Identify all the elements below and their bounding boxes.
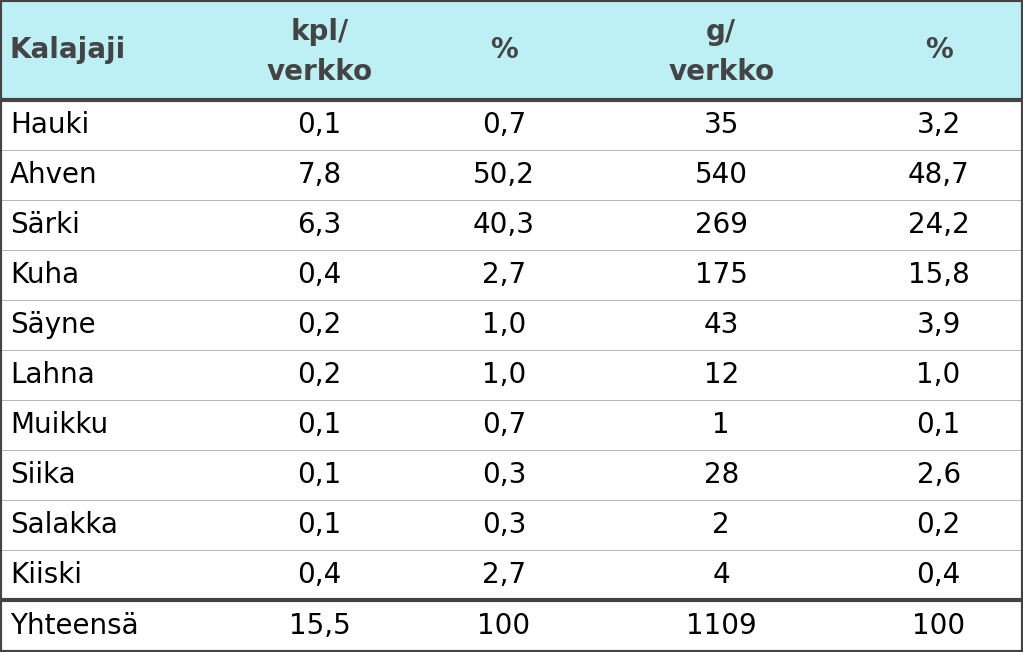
Text: 0,1: 0,1 xyxy=(917,411,961,439)
Text: 0,4: 0,4 xyxy=(298,561,342,589)
Text: 2,7: 2,7 xyxy=(482,561,526,589)
Text: Siika: Siika xyxy=(10,461,76,489)
Text: 3,9: 3,9 xyxy=(917,311,961,339)
Text: 0,2: 0,2 xyxy=(298,361,342,389)
Text: 1,0: 1,0 xyxy=(482,361,526,389)
Text: verkko: verkko xyxy=(267,58,372,86)
Text: 175: 175 xyxy=(695,261,748,289)
Text: 0,3: 0,3 xyxy=(482,461,526,489)
Bar xyxy=(0,0,1023,100)
Text: 24,2: 24,2 xyxy=(907,211,970,239)
Text: 269: 269 xyxy=(695,211,748,239)
Text: Kuha: Kuha xyxy=(10,261,79,289)
Bar xyxy=(0,500,1023,550)
Text: 2: 2 xyxy=(712,511,730,539)
Bar xyxy=(0,550,1023,600)
Bar xyxy=(0,450,1023,500)
Text: %: % xyxy=(490,36,518,64)
Text: Ahven: Ahven xyxy=(10,161,97,189)
Text: 28: 28 xyxy=(704,461,739,489)
Text: Salakka: Salakka xyxy=(10,511,118,539)
Text: 0,2: 0,2 xyxy=(298,311,342,339)
Text: kpl/: kpl/ xyxy=(291,18,349,46)
Text: 7,8: 7,8 xyxy=(298,161,342,189)
Text: Kalajaji: Kalajaji xyxy=(10,36,126,64)
Bar xyxy=(0,350,1023,400)
Bar xyxy=(0,200,1023,250)
Text: 40,3: 40,3 xyxy=(473,211,535,239)
Text: 43: 43 xyxy=(704,311,739,339)
Text: Hauki: Hauki xyxy=(10,111,89,139)
Text: 4: 4 xyxy=(712,561,730,589)
Bar xyxy=(0,300,1023,350)
Text: 15,8: 15,8 xyxy=(907,261,970,289)
Text: 3,2: 3,2 xyxy=(917,111,961,139)
Bar xyxy=(0,250,1023,300)
Text: 1109: 1109 xyxy=(685,612,757,640)
Text: 0,4: 0,4 xyxy=(917,561,961,589)
Bar xyxy=(0,400,1023,450)
Text: 0,1: 0,1 xyxy=(298,511,342,539)
Text: 6,3: 6,3 xyxy=(298,211,342,239)
Text: 0,3: 0,3 xyxy=(482,511,526,539)
Text: 100: 100 xyxy=(913,612,965,640)
Text: 2,6: 2,6 xyxy=(917,461,961,489)
Text: verkko: verkko xyxy=(668,58,774,86)
Text: 0,1: 0,1 xyxy=(298,411,342,439)
Text: 15,5: 15,5 xyxy=(288,612,351,640)
Text: 540: 540 xyxy=(695,161,748,189)
Text: %: % xyxy=(925,36,952,64)
Text: 2,7: 2,7 xyxy=(482,261,526,289)
Bar xyxy=(0,100,1023,150)
Text: 50,2: 50,2 xyxy=(473,161,535,189)
Text: Kiiski: Kiiski xyxy=(10,561,82,589)
Text: 1: 1 xyxy=(712,411,730,439)
Text: 0,7: 0,7 xyxy=(482,411,526,439)
Text: Lahna: Lahna xyxy=(10,361,95,389)
Text: 0,2: 0,2 xyxy=(917,511,961,539)
Text: Muikku: Muikku xyxy=(10,411,108,439)
Text: 48,7: 48,7 xyxy=(907,161,970,189)
Text: Yhteensä: Yhteensä xyxy=(10,612,139,640)
Text: 35: 35 xyxy=(704,111,739,139)
Text: 0,1: 0,1 xyxy=(298,461,342,489)
Text: 0,7: 0,7 xyxy=(482,111,526,139)
Text: 1,0: 1,0 xyxy=(917,361,961,389)
Text: 12: 12 xyxy=(704,361,739,389)
Bar xyxy=(0,150,1023,200)
Text: 100: 100 xyxy=(478,612,530,640)
Text: g/: g/ xyxy=(706,18,737,46)
Bar xyxy=(0,600,1023,652)
Text: Särki: Särki xyxy=(10,211,80,239)
Text: Säyne: Säyne xyxy=(10,311,95,339)
Text: 0,1: 0,1 xyxy=(298,111,342,139)
Text: 1,0: 1,0 xyxy=(482,311,526,339)
Text: 0,4: 0,4 xyxy=(298,261,342,289)
